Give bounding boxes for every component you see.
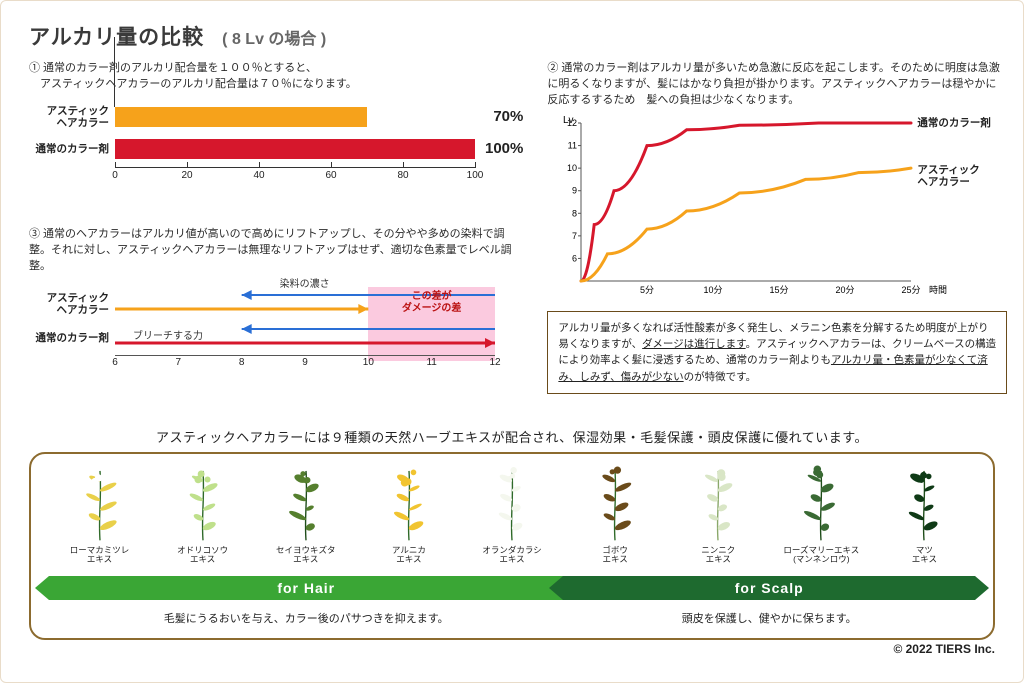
herb-name: アルニカ エキス xyxy=(392,546,426,565)
svg-text:時間: 時間 xyxy=(929,285,947,295)
herb-item: アルニカ エキス xyxy=(358,464,459,565)
line-legend-astetic: アスティック ヘアカラー xyxy=(917,164,979,188)
herb-group-caption: 頭皮を保護し、健やかに保ちます。 xyxy=(563,610,975,626)
herb-item: オドリコソウ エキス xyxy=(152,464,253,565)
herb-name: マツ エキス xyxy=(912,546,937,565)
herb-item: ローズマリーエキス (マンネンロウ) xyxy=(771,464,872,565)
svg-text:5分: 5分 xyxy=(640,285,654,295)
svg-text:7: 7 xyxy=(572,231,577,241)
bar-row: 通常のカラー剤 100% xyxy=(29,135,523,163)
herb-item: ニンニク エキス xyxy=(668,464,769,565)
svg-text:9: 9 xyxy=(572,186,577,196)
range-diagram: アスティック ヘアカラー通常のカラー剤染料の濃さブリーチする力この差が ダメージ… xyxy=(29,287,523,417)
para-3: ③ 通常のヘアカラーはアルカリ値が高いので高めにリフトアップし、その分やや多めの… xyxy=(29,227,523,275)
bar-row: アスティック ヘアカラー 70% xyxy=(29,103,523,131)
info-box: アルカリ量が多くなれば活性酸素が多く発生し、メラニン色素を分解するため明度が上が… xyxy=(547,311,1007,394)
herb-group-caption: 毛髪にうるおいを与え、カラー後のパサつきを抑えます。 xyxy=(49,610,563,626)
line-series xyxy=(581,123,911,281)
svg-text:6: 6 xyxy=(572,253,577,263)
bar-xaxis-tick: 100 xyxy=(467,170,484,181)
bar-label: アスティック ヘアカラー xyxy=(29,105,115,129)
svg-text:8: 8 xyxy=(572,208,577,218)
herb-group-arrow: for Hair xyxy=(49,576,563,600)
bar-chart-xaxis: 020406080100 xyxy=(115,167,475,190)
herb-item: ローマカミツレ エキス xyxy=(49,464,150,565)
range-xaxis-tick: 6 xyxy=(112,357,118,368)
range-xaxis-tick: 8 xyxy=(239,357,245,368)
plant-icon xyxy=(383,464,435,542)
plant-icon xyxy=(486,464,538,542)
range-row-label: アスティック ヘアカラー xyxy=(29,292,115,316)
herb-name: ゴボウ エキス xyxy=(602,546,628,565)
range-xaxis-tick: 10 xyxy=(363,357,374,368)
plant-icon xyxy=(795,464,847,542)
herb-item: マツ エキス xyxy=(874,464,975,565)
range-xaxis-tick: 9 xyxy=(302,357,308,368)
range-xaxis-tick: 11 xyxy=(426,357,436,368)
para-1: ① 通常のカラー剤のアルカリ配合量を１００％とすると、 アスティックヘアカラーの… xyxy=(29,61,523,93)
bar-fill xyxy=(115,107,367,127)
para-2: ② 通常のカラー剤はアルカリ量が多いため急激に反応を起こします。そのために明度は… xyxy=(547,61,1007,109)
title-row: アルカリ量の比較 ( 8 Lv の場合 ) xyxy=(29,21,995,51)
annot-dye: 染料の濃さ xyxy=(280,275,330,290)
bar-xaxis-tick: 60 xyxy=(325,170,336,181)
herb-name: ローズマリーエキス (マンネンロウ) xyxy=(783,546,859,565)
bar-xaxis-tick: 20 xyxy=(181,170,192,181)
bar-label: 通常のカラー剤 xyxy=(29,143,115,155)
svg-text:10分: 10分 xyxy=(704,285,723,295)
herb-name: ローマカミツレ エキス xyxy=(70,546,130,565)
line-chart: 6789101112Lv5分10分15分20分25分時間通常のカラー剤アスティッ… xyxy=(547,115,1007,305)
herb-item: ゴボウ エキス xyxy=(565,464,666,565)
bar-xaxis-tick: 40 xyxy=(253,170,264,181)
plant-icon xyxy=(280,464,332,542)
herbs-box: ローマカミツレ エキス オドリコソウ エキス セイヨウキズタ エキス アルニカ エキス… xyxy=(29,452,995,641)
page-title: アルカリ量の比較 xyxy=(29,21,204,51)
bar-value: 100% xyxy=(485,140,523,157)
herb-item: セイヨウキズタ エキス xyxy=(255,464,356,565)
herb-item: オランダカラシ エキス xyxy=(461,464,562,565)
line-legend-normal: 通常のカラー剤 xyxy=(917,117,991,129)
plant-icon xyxy=(692,464,744,542)
page-subtitle: ( 8 Lv の場合 ) xyxy=(222,25,326,49)
line-series xyxy=(581,168,911,281)
plant-icon xyxy=(898,464,950,542)
herb-name: ニンニク エキス xyxy=(701,546,735,565)
range-row-label: 通常のカラー剤 xyxy=(29,332,115,344)
herb-name: セイヨウキズタ エキス xyxy=(276,546,336,565)
plant-icon xyxy=(589,464,641,542)
damage-gap-label: この差が ダメージの差 xyxy=(376,291,487,315)
svg-text:25分: 25分 xyxy=(902,285,921,295)
bar-fill xyxy=(115,139,475,159)
infobox-text: のが特徴です。 xyxy=(684,371,756,383)
line-chart-svg: 6789101112Lv5分10分15分20分25分時間 xyxy=(547,115,1007,305)
svg-text:10: 10 xyxy=(567,163,577,173)
bar-chart: アスティック ヘアカラー 70% 通常のカラー剤 100% 0 20 40 60 80 100 xyxy=(29,99,523,219)
range-xaxis: 6789101112 xyxy=(115,355,495,374)
herb-name: オランダカラシ エキス xyxy=(482,546,541,565)
copyright: © 2022 TIERS Inc. xyxy=(29,642,995,656)
herb-name: オドリコソウ エキス xyxy=(177,546,228,565)
svg-text:Lv: Lv xyxy=(563,115,574,126)
svg-text:15分: 15分 xyxy=(770,285,789,295)
range-xaxis-tick: 7 xyxy=(176,357,182,368)
range-xaxis-tick: 12 xyxy=(489,357,500,368)
bar-xaxis-tick: 80 xyxy=(397,170,408,181)
annot-bleach: ブリーチする力 xyxy=(133,327,203,342)
plant-icon xyxy=(74,464,126,542)
herbs-title: アスティックヘアカラーには９種類の天然ハーブエキスが配合され、保湿効果・毛髪保護… xyxy=(29,427,995,446)
herb-group-arrow: for Scalp xyxy=(563,576,975,600)
svg-text:20分: 20分 xyxy=(836,285,855,295)
plant-icon xyxy=(177,464,229,542)
infobox-text: ダメージは進行します xyxy=(642,338,745,350)
bar-xaxis-tick: 0 xyxy=(112,170,118,181)
bar-value: 70% xyxy=(493,108,523,125)
svg-text:11: 11 xyxy=(568,140,577,150)
